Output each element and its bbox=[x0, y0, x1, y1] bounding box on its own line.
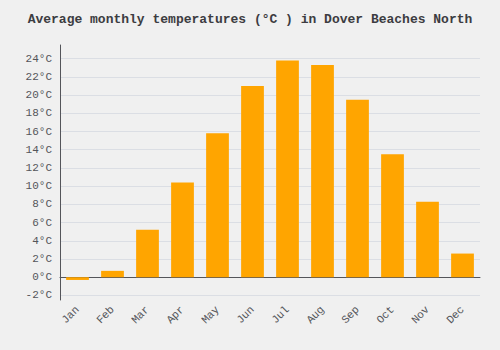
svg-text:Dec: Dec bbox=[444, 304, 466, 326]
svg-text:18°C: 18°C bbox=[26, 107, 53, 119]
svg-text:14°C: 14°C bbox=[26, 144, 53, 156]
svg-text:Mar: Mar bbox=[129, 304, 151, 326]
svg-text:Average monthly temperatures (: Average monthly temperatures (°C ) in Do… bbox=[28, 12, 473, 27]
svg-text:Aug: Aug bbox=[304, 304, 326, 326]
svg-text:Apr: Apr bbox=[164, 304, 186, 326]
svg-text:May: May bbox=[199, 303, 222, 326]
svg-text:0°C: 0°C bbox=[32, 271, 52, 283]
svg-text:Jun: Jun bbox=[234, 304, 256, 326]
svg-text:24°C: 24°C bbox=[26, 53, 53, 65]
svg-text:-2°C: -2°C bbox=[26, 289, 53, 301]
svg-text:2°C: 2°C bbox=[32, 253, 52, 265]
svg-text:Oct: Oct bbox=[374, 304, 396, 326]
svg-text:10°C: 10°C bbox=[26, 180, 53, 192]
svg-text:6°C: 6°C bbox=[32, 217, 52, 229]
svg-text:Nov: Nov bbox=[409, 303, 432, 326]
svg-text:8°C: 8°C bbox=[32, 198, 52, 210]
svg-text:12°C: 12°C bbox=[26, 162, 53, 174]
svg-text:Sep: Sep bbox=[339, 304, 361, 326]
svg-text:Feb: Feb bbox=[94, 304, 116, 326]
svg-text:22°C: 22°C bbox=[26, 71, 53, 83]
svg-text:4°C: 4°C bbox=[32, 235, 52, 247]
svg-text:Jul: Jul bbox=[269, 304, 291, 326]
svg-text:16°C: 16°C bbox=[26, 126, 53, 138]
svg-text:20°C: 20°C bbox=[26, 89, 53, 101]
svg-text:Jan: Jan bbox=[59, 304, 81, 326]
